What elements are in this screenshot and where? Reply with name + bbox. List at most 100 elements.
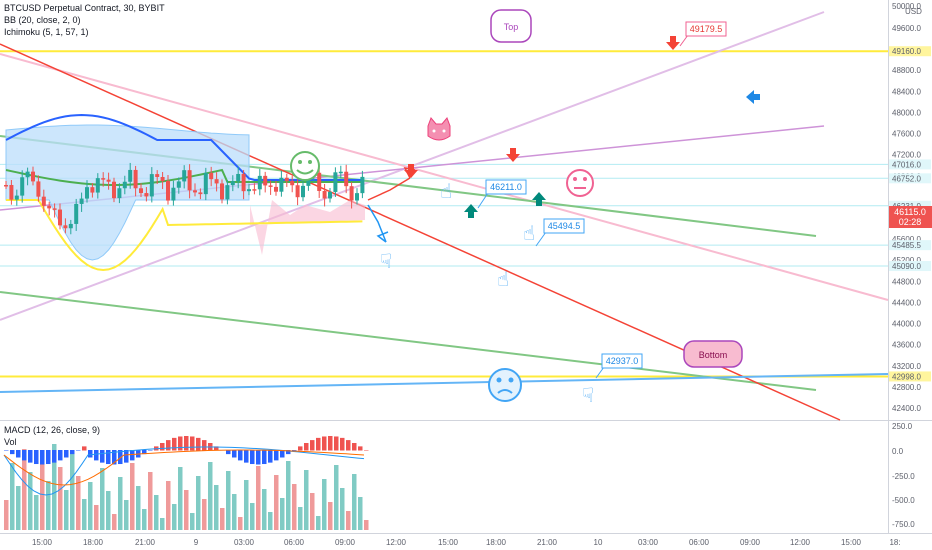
candle-body[interactable]: [74, 203, 79, 224]
candle-body[interactable]: [95, 178, 100, 193]
candle-body[interactable]: [9, 185, 14, 200]
candle-body[interactable]: [63, 225, 68, 229]
candle-body[interactable]: [295, 185, 300, 198]
candle-body[interactable]: [290, 180, 295, 186]
candle-body[interactable]: [274, 186, 278, 192]
sad-face-icon[interactable]: [488, 368, 522, 402]
vol-legend[interactable]: Vol: [4, 437, 17, 447]
hand-pointer-icon[interactable]: ☟: [582, 383, 594, 407]
hand-pointer-icon[interactable]: ☝: [440, 179, 452, 203]
arrow-down-marker-icon[interactable]: [404, 164, 418, 178]
candle-body[interactable]: [187, 170, 192, 191]
ichimoku-legend[interactable]: Ichimoku (5, 1, 57, 1): [4, 27, 89, 37]
candle-body[interactable]: [268, 185, 273, 187]
candle-body[interactable]: [241, 173, 246, 192]
candle-body[interactable]: [36, 181, 41, 197]
candle-body[interactable]: [133, 169, 138, 189]
candle-body[interactable]: [328, 191, 332, 199]
candle-body[interactable]: [198, 192, 203, 195]
neutral-face-icon[interactable]: [566, 169, 594, 197]
bottom-label[interactable]: Bottom: [683, 340, 743, 368]
hand-pointer-icon[interactable]: ☝: [523, 221, 535, 245]
candle-body[interactable]: [160, 176, 165, 182]
candle-body[interactable]: [176, 181, 181, 188]
cat-face-icon[interactable]: [427, 117, 451, 141]
bb-legend[interactable]: BB (20, close, 2, 0): [4, 15, 81, 25]
price-callout[interactable]: 46211.0: [477, 179, 527, 209]
candle-body[interactable]: [317, 172, 322, 191]
candle-body[interactable]: [225, 185, 230, 200]
candle-body[interactable]: [220, 183, 224, 200]
candle-body[interactable]: [85, 187, 89, 199]
candle-body[interactable]: [58, 209, 62, 226]
candle-body[interactable]: [101, 178, 106, 180]
smile-face-icon[interactable]: [290, 151, 320, 181]
candle-body[interactable]: [257, 175, 262, 190]
price-callout[interactable]: 49179.5: [679, 21, 727, 47]
candle-body[interactable]: [182, 170, 187, 182]
candle-body[interactable]: [338, 171, 343, 174]
price-callout[interactable]: 42937.0: [595, 353, 643, 379]
candle-body[interactable]: [236, 173, 241, 182]
arrow-left-marker-icon[interactable]: [746, 90, 760, 104]
candle-body[interactable]: [14, 195, 19, 200]
trend-line[interactable]: [0, 291, 817, 391]
candle-body[interactable]: [122, 181, 127, 189]
hand-pointer-icon[interactable]: ☟: [380, 249, 392, 273]
candle-body[interactable]: [360, 176, 365, 194]
candle-body[interactable]: [106, 179, 111, 182]
candle-body[interactable]: [284, 177, 289, 181]
candle-body[interactable]: [263, 175, 268, 186]
candle-body[interactable]: [193, 190, 197, 193]
candle-body[interactable]: [31, 171, 35, 182]
candle-body[interactable]: [306, 176, 311, 186]
candle-body[interactable]: [149, 174, 154, 197]
arrow-down-marker-icon[interactable]: [666, 36, 680, 50]
candle-body[interactable]: [355, 193, 359, 201]
candle-body[interactable]: [90, 187, 95, 193]
trend-line[interactable]: [0, 53, 889, 301]
top-label[interactable]: Top: [490, 9, 532, 43]
candle-body[interactable]: [166, 181, 170, 201]
candle-body[interactable]: [112, 181, 116, 199]
candle-body[interactable]: [79, 198, 84, 204]
candle-body[interactable]: [25, 171, 30, 178]
candle-body[interactable]: [209, 172, 214, 180]
candle-body[interactable]: [41, 196, 46, 206]
arrow-up-marker-icon[interactable]: [464, 204, 478, 218]
candle-body[interactable]: [252, 189, 257, 191]
candle-body[interactable]: [117, 188, 122, 199]
candle-body[interactable]: [4, 185, 8, 187]
candle-body[interactable]: [52, 208, 57, 210]
projection-down-line[interactable]: [367, 204, 387, 243]
arrow-up-marker-icon[interactable]: [532, 192, 546, 206]
price-pane[interactable]: [0, 0, 888, 420]
candle-body[interactable]: [214, 179, 219, 184]
candle-body[interactable]: [322, 190, 327, 199]
candle-body[interactable]: [68, 223, 73, 229]
price-callout[interactable]: 45494.5: [535, 218, 585, 247]
arrow-down-marker-icon[interactable]: [506, 148, 520, 162]
candle-body[interactable]: [20, 177, 25, 196]
candle-body[interactable]: [344, 171, 349, 187]
symbol-legend[interactable]: BTCUSD Perpetual Contract, 30, BYBIT: [4, 3, 165, 13]
candle-body[interactable]: [349, 186, 354, 201]
time-axis[interactable]: 15:00 18:00 21:00 9 03:00 06:00 09:00 12:00 15:0…: [32, 538, 901, 547]
projection-up-line[interactable]: [367, 177, 411, 201]
candle-body[interactable]: [279, 177, 284, 192]
candle-body[interactable]: [171, 187, 176, 201]
hand-pointer-icon[interactable]: ☝: [497, 267, 509, 291]
trend-line[interactable]: [0, 373, 889, 393]
candle-body[interactable]: [301, 185, 305, 198]
macd-legend[interactable]: MACD (12, 26, close, 9): [4, 425, 101, 435]
candle-body[interactable]: [155, 174, 160, 177]
candle-body[interactable]: [203, 172, 208, 195]
macd-axis[interactable]: 250.0 0.0 -250.0 -500.0 -750.0: [892, 422, 915, 529]
candle-body[interactable]: [333, 172, 338, 192]
candle-body[interactable]: [144, 193, 149, 197]
candle-body[interactable]: [247, 189, 251, 192]
candle-body[interactable]: [47, 205, 52, 209]
candle-body[interactable]: [128, 169, 133, 182]
candle-body[interactable]: [230, 181, 235, 186]
